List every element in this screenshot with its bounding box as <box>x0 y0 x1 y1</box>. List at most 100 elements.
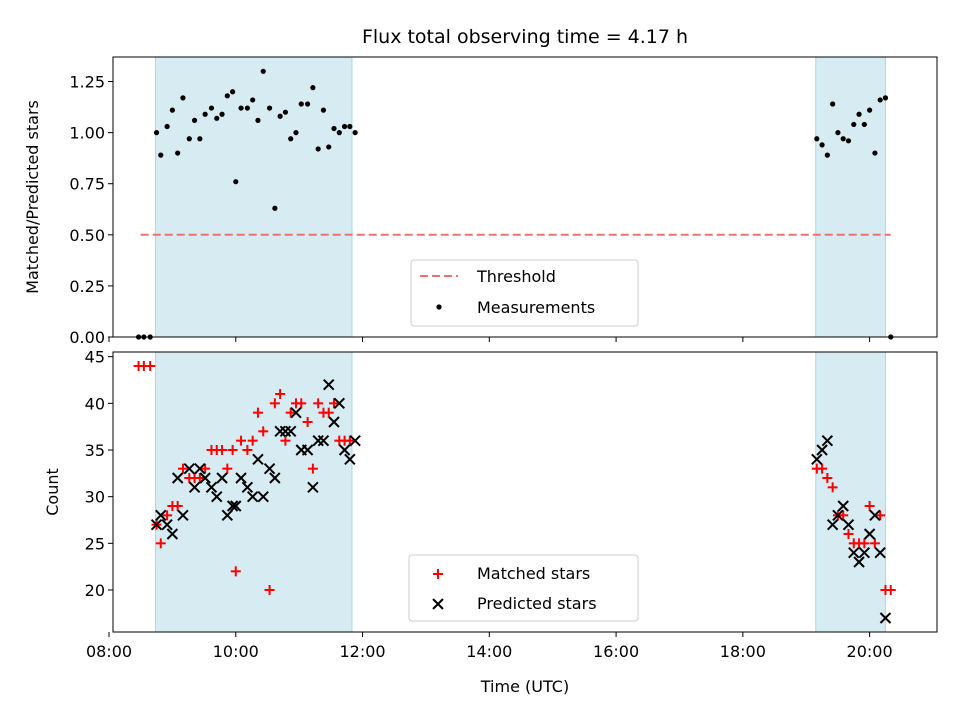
predicted-star-mark <box>317 434 330 447</box>
measurement-point <box>164 123 170 130</box>
measurement-point <box>867 107 873 113</box>
predicted-star-mark <box>848 546 860 559</box>
predicted-star-point <box>290 406 302 419</box>
measurement-point <box>341 123 348 130</box>
legend-box <box>410 259 639 327</box>
predicted-star-mark <box>863 528 876 540</box>
matched-star-point <box>313 398 324 409</box>
x-tick-label: 14:00 <box>466 642 512 661</box>
predicted-star-point <box>863 528 876 540</box>
count-x-ticks: 08:00 10:00 12:00 14:00 16:00 18:00 20:00 <box>86 632 893 661</box>
predicted-star-point <box>188 481 201 494</box>
predicted-star-point <box>832 509 844 522</box>
predicted-star-mark <box>155 509 167 522</box>
predicted-star-point <box>194 462 206 475</box>
matched-star-point <box>162 510 173 521</box>
predicted-star-point <box>205 481 218 494</box>
predicted-star-mark <box>235 472 247 484</box>
y-tick-label: 40 <box>85 394 105 413</box>
predicted-star-mark <box>194 462 206 475</box>
count-points <box>133 361 896 624</box>
predicted-star-mark <box>171 472 184 484</box>
predicted-star-point <box>837 500 849 512</box>
predicted-star-mark <box>301 444 314 456</box>
measurement-point <box>250 97 256 103</box>
y-tick-label: 1.25 <box>69 73 105 92</box>
matched-star-point <box>323 407 334 418</box>
matched-star-point <box>236 435 247 446</box>
predicted-star-mark <box>879 612 892 624</box>
measurement-point <box>347 123 353 130</box>
matched-star-point <box>258 426 269 437</box>
ratio-y-ticks: 0.00 0.25 0.50 0.75 1.00 1.25 <box>69 73 113 347</box>
measurement-point <box>186 136 192 142</box>
matched-star-point <box>145 361 156 371</box>
y-tick-label: 1.00 <box>69 124 105 143</box>
predicted-star-mark <box>188 481 201 494</box>
ratio-y-axis-label: Matched/Predicted stars <box>23 100 42 294</box>
predicted-star-point <box>226 500 239 512</box>
predicted-star-point <box>826 518 839 531</box>
measurement-point <box>282 109 289 115</box>
measurement-point <box>819 142 825 148</box>
measurement-point <box>153 130 160 136</box>
observing-window <box>154 56 353 338</box>
predicted-star-mark <box>837 500 849 512</box>
measurement-point <box>814 136 820 142</box>
measurement-point <box>238 105 244 111</box>
y-tick-label: 45 <box>85 348 105 367</box>
measurement-point <box>208 105 215 111</box>
predicted-star-mark <box>226 500 239 512</box>
predicted-star-mark <box>284 425 297 438</box>
predicted-star-point <box>344 453 356 466</box>
count-legend: Matched stars Predicted stars <box>408 554 639 622</box>
matched-star-point <box>285 407 296 418</box>
predicted-star-point <box>263 462 276 475</box>
matched-star-point <box>838 510 849 521</box>
matched-star-point <box>344 435 355 446</box>
matched-star-point <box>247 435 258 446</box>
measurement-point <box>824 152 830 158</box>
predicted-star-mark <box>842 518 855 531</box>
matched-star-point <box>177 463 188 474</box>
y-tick-label: 0.25 <box>69 277 105 296</box>
predicted-star-mark <box>199 472 211 484</box>
measurement-point <box>219 111 225 117</box>
legend-box <box>408 554 639 622</box>
measurement-point <box>851 121 857 128</box>
matched-star-point <box>307 463 318 474</box>
measurement-point <box>244 105 250 111</box>
count-axes-frame <box>112 351 938 633</box>
observing-windows <box>154 351 886 633</box>
predicted-star-point <box>338 444 351 456</box>
measurement-point <box>293 130 299 136</box>
matched-star-point <box>227 445 238 455</box>
predicted-star-point <box>328 416 340 428</box>
predicted-star-mark <box>344 453 356 466</box>
matched-star-point <box>817 463 828 474</box>
measurement-point <box>882 95 889 101</box>
predicted-star-mark <box>853 556 865 568</box>
predicted-star-point <box>842 518 855 531</box>
matched-star-point <box>217 445 228 455</box>
predicted-star-mark <box>263 462 276 475</box>
measurement-point <box>840 136 846 142</box>
predicted-star-point <box>230 500 242 512</box>
measurement-point <box>872 150 878 156</box>
measurement-point <box>272 205 278 211</box>
measurement-point <box>169 107 175 113</box>
predicted-star-point <box>246 490 259 503</box>
predicted-star-point <box>269 472 281 484</box>
matched-star-point <box>200 463 211 474</box>
measurement-point <box>877 97 883 103</box>
measurement-point <box>326 144 332 150</box>
legend-measurement-swatch <box>436 304 442 310</box>
matched-star-point <box>827 482 838 493</box>
matched-star-point <box>269 398 280 409</box>
predicted-star-point <box>349 434 361 447</box>
matched-star-point <box>222 463 233 474</box>
predicted-star-mark <box>832 509 844 522</box>
x-tick-label: 16:00 <box>593 642 639 661</box>
y-tick-label: 20 <box>85 581 105 600</box>
measurement-point <box>255 117 261 123</box>
